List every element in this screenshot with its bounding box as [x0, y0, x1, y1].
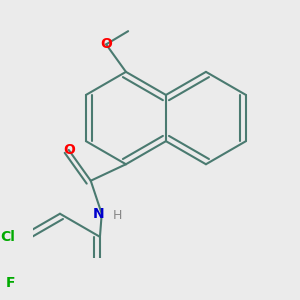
- Text: H: H: [112, 209, 122, 222]
- Text: Cl: Cl: [1, 230, 16, 244]
- Text: O: O: [100, 38, 112, 51]
- Text: N: N: [93, 207, 104, 221]
- Text: F: F: [6, 276, 16, 290]
- Text: O: O: [63, 143, 75, 157]
